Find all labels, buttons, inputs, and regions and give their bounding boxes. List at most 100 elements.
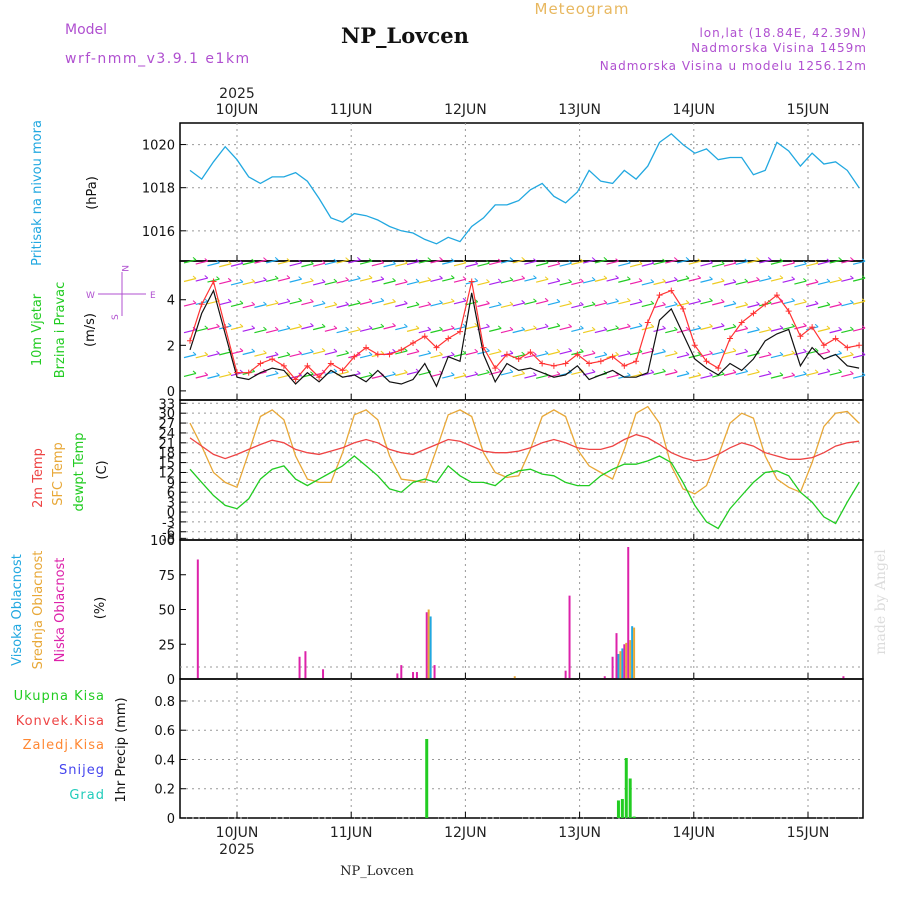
wind-barb-tick bbox=[392, 371, 396, 375]
y-tick-label: 0 bbox=[167, 673, 175, 688]
wind-barb bbox=[841, 302, 854, 307]
wind-barb bbox=[371, 326, 384, 331]
temp-label-2: SFC Temp bbox=[51, 442, 66, 506]
wind-barb-tick bbox=[791, 276, 795, 280]
wind-barb bbox=[183, 302, 197, 307]
wind-barb-tick bbox=[227, 371, 232, 375]
wind-barb-tick bbox=[239, 300, 244, 304]
wind-barb-tick bbox=[544, 323, 549, 327]
wind-barb bbox=[301, 351, 314, 356]
wind-barb-tick bbox=[204, 325, 209, 329]
wind-barb-tick bbox=[357, 300, 361, 304]
wind-barb bbox=[629, 351, 643, 356]
wind-barb bbox=[759, 328, 772, 334]
wind-barb bbox=[301, 301, 314, 306]
wind-barb-tick bbox=[263, 301, 267, 305]
wind-barb bbox=[418, 303, 431, 309]
gust-marker bbox=[187, 337, 193, 344]
wind-barb-tick bbox=[415, 348, 420, 352]
year-bottom: 2025 bbox=[219, 842, 255, 858]
wind-barb-tick bbox=[415, 278, 420, 282]
gust-marker bbox=[515, 355, 522, 362]
wind-barb-tick bbox=[556, 322, 561, 327]
wind-barb bbox=[676, 354, 690, 359]
wind-barb-tick bbox=[263, 277, 267, 281]
y-tick-label: 18 bbox=[158, 447, 175, 462]
wind-barb bbox=[312, 350, 326, 355]
wind-barb-tick bbox=[544, 297, 549, 302]
wind-barb bbox=[559, 326, 572, 331]
wind-barb bbox=[852, 354, 866, 359]
wind-barb-tick bbox=[861, 275, 866, 279]
wind-barb bbox=[477, 371, 490, 377]
wind-barb-tick bbox=[486, 300, 490, 304]
wind-barb-tick bbox=[392, 260, 396, 265]
wind-barb-tick bbox=[615, 275, 619, 279]
wind-barb bbox=[841, 354, 854, 359]
wind-barb-tick bbox=[450, 372, 455, 376]
wind-barb bbox=[277, 354, 291, 359]
wind-barb bbox=[383, 280, 396, 285]
wind-barb-tick bbox=[650, 279, 655, 283]
wind-barb bbox=[770, 327, 784, 332]
wind-barb bbox=[782, 300, 795, 305]
wind-barb bbox=[207, 353, 220, 358]
wind-barb-tick bbox=[826, 348, 831, 353]
wind-barb-tick bbox=[345, 301, 349, 305]
wind-barb-tick bbox=[533, 351, 537, 356]
wind-barb bbox=[571, 280, 584, 286]
wind-barb bbox=[582, 303, 596, 309]
wind-barb-tick bbox=[556, 278, 561, 282]
wind-barb bbox=[395, 302, 408, 308]
wind-barb bbox=[712, 301, 725, 306]
wind-barb bbox=[641, 302, 654, 308]
date-label-top: 14JUN bbox=[672, 102, 715, 118]
wind-barb bbox=[465, 325, 478, 330]
wind-barb-tick bbox=[216, 259, 220, 264]
gust-marker bbox=[726, 335, 733, 342]
wind-barb bbox=[301, 280, 314, 285]
wind-barb-tick bbox=[486, 323, 490, 328]
wind-barb-tick bbox=[791, 297, 795, 302]
y-tick-label: 0 bbox=[167, 506, 175, 521]
wind-barb-tick bbox=[497, 368, 502, 372]
wind-barb-tick bbox=[474, 371, 479, 375]
wind-barb-tick bbox=[767, 370, 772, 375]
wind-barb bbox=[442, 327, 455, 332]
wind-barb bbox=[230, 350, 244, 355]
wind-barb-tick bbox=[321, 348, 326, 352]
wind-barb-tick bbox=[615, 258, 619, 262]
wind-barb bbox=[547, 373, 561, 378]
wind-barb-tick bbox=[732, 260, 737, 264]
y-tick-label: 30 bbox=[158, 407, 175, 422]
wind-barb bbox=[641, 281, 654, 286]
wind-barb bbox=[782, 325, 795, 331]
wind-barb bbox=[371, 374, 384, 379]
wind-barb-tick bbox=[486, 260, 490, 264]
wind-barb-tick bbox=[298, 259, 302, 264]
wind-barb bbox=[383, 301, 396, 306]
wind-barb-tick bbox=[345, 277, 349, 281]
wind-barb bbox=[747, 303, 760, 308]
wind-barb-tick bbox=[427, 301, 432, 305]
wind-barb-tick bbox=[368, 351, 373, 356]
wind-barb-tick bbox=[850, 351, 854, 356]
wind-barb-tick bbox=[779, 351, 784, 356]
meteogram-title: Meteogram bbox=[535, 0, 630, 18]
wind-barb bbox=[852, 374, 866, 379]
wind-barb bbox=[770, 260, 784, 265]
wind-barb bbox=[489, 370, 502, 376]
wind-barb-tick bbox=[462, 297, 467, 302]
wind-barb bbox=[383, 373, 396, 378]
wind-barb-tick bbox=[380, 297, 385, 302]
wind-barb bbox=[383, 325, 396, 330]
gust-marker bbox=[750, 310, 757, 317]
wind-barb bbox=[653, 304, 666, 309]
wind-barb-tick bbox=[286, 372, 291, 376]
wind-barb-tick bbox=[368, 298, 373, 302]
wind-barb-tick bbox=[333, 368, 338, 372]
gust-marker bbox=[257, 360, 264, 367]
wind-barb bbox=[418, 352, 431, 357]
date-label-bottom: 15JUN bbox=[787, 825, 830, 841]
wind-barb bbox=[395, 371, 408, 377]
